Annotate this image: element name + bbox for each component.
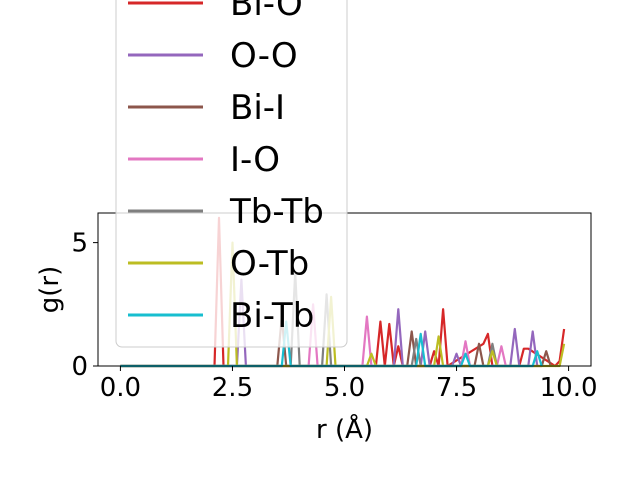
axes-layer: 0.0 2.5 5.0 7.5 10.0 0 5 <box>71 229 597 403</box>
y-axis-label: g(r) <box>35 266 65 313</box>
legend-label-4: Tb-Tb <box>229 192 324 232</box>
legend-label-3: I-O <box>230 140 280 180</box>
legend-label-1: O-O <box>230 36 298 76</box>
legend-label-0: Bi-O <box>230 0 303 24</box>
x-axis-label: r (Å) <box>316 413 373 445</box>
legend-frame <box>115 0 348 348</box>
legend-label-6: Bi-Tb <box>230 296 314 336</box>
legend: Bi-O O-O Bi-I I-O Tb-Tb O-Tb Bi-Tb <box>115 0 348 348</box>
legend-label-5: O-Tb <box>230 244 309 284</box>
y-tick-label-0: 0 <box>71 352 88 382</box>
x-tick-label-2: 5.0 <box>324 373 365 403</box>
x-tick-label-1: 2.5 <box>212 373 253 403</box>
x-tick-label-4: 10.0 <box>540 373 598 403</box>
x-tick-label-0: 0.0 <box>100 373 141 403</box>
legend-label-2: Bi-I <box>230 88 285 128</box>
y-tick-label-1: 5 <box>71 229 88 259</box>
x-tick-label-3: 7.5 <box>436 373 477 403</box>
